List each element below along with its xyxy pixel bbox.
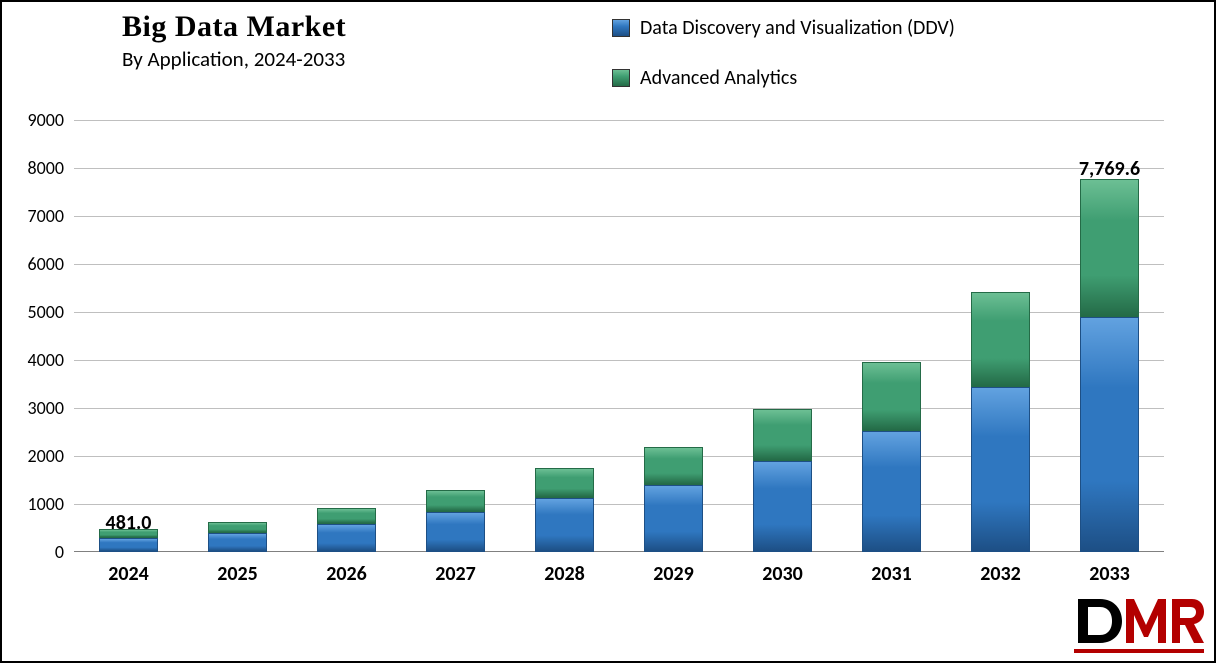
bar-segment-aa: [317, 508, 377, 524]
bar-segment-ddv: [317, 524, 377, 552]
bar-segment-aa: [1080, 179, 1140, 317]
y-tick-label: 2000: [28, 445, 65, 467]
bar-group: [426, 490, 486, 552]
bar-segment-ddv: [208, 533, 268, 552]
legend-swatch-ddv: [612, 19, 630, 37]
y-tick-label: 7000: [28, 205, 65, 227]
bar-group: [753, 409, 813, 552]
bar-segment-ddv: [753, 461, 813, 552]
legend-swatch-aa: [612, 69, 630, 87]
x-tick-label: 2033: [1089, 562, 1130, 586]
y-tick-label: 5000: [28, 301, 65, 323]
dmr-logo-icon: [1074, 595, 1204, 655]
chart-subtitle: By Application, 2024-2033: [122, 46, 346, 72]
x-tick-label: 2032: [980, 562, 1021, 586]
y-tick-label: 8000: [28, 157, 65, 179]
brand-logo: [1074, 595, 1204, 655]
bar-group: [644, 447, 704, 552]
legend: Data Discovery and Visualization (DDV) A…: [612, 16, 955, 116]
bar-group: [862, 362, 922, 552]
bar-segment-ddv: [535, 498, 595, 552]
y-tick-label: 6000: [28, 253, 65, 275]
bar-group: [208, 522, 268, 552]
legend-item-ddv: Data Discovery and Visualization (DDV): [612, 16, 955, 40]
bar-segment-aa: [426, 490, 486, 513]
bar-group: [1080, 179, 1140, 552]
bar-segment-aa: [208, 522, 268, 533]
gridline: [74, 264, 1164, 265]
legend-label-aa: Advanced Analytics: [640, 66, 797, 90]
gridline: [74, 216, 1164, 217]
bar-segment-ddv: [99, 538, 159, 552]
y-tick-label: 4000: [28, 349, 65, 371]
bar-segment-ddv: [1080, 317, 1140, 552]
y-tick-label: 3000: [28, 397, 65, 419]
bar-segment-ddv: [862, 431, 922, 552]
x-tick-label: 2027: [435, 562, 476, 586]
x-tick-label: 2031: [871, 562, 912, 586]
plot-area: 0100020003000400050006000700080009000202…: [74, 120, 1164, 552]
bar-group: [971, 292, 1031, 552]
x-tick-label: 2030: [762, 562, 803, 586]
legend-label-ddv: Data Discovery and Visualization (DDV): [640, 16, 955, 40]
x-tick-label: 2024: [108, 562, 149, 586]
data-label: 7,769.6: [1079, 157, 1140, 181]
title-block: Big Data Market By Application, 2024-203…: [122, 10, 346, 72]
y-tick-label: 1000: [28, 493, 65, 515]
y-tick-label: 0: [55, 541, 64, 563]
bar-segment-aa: [644, 447, 704, 485]
gridline: [74, 168, 1164, 169]
chart-frame: Big Data Market By Application, 2024-203…: [0, 0, 1216, 663]
x-tick-label: 2025: [217, 562, 258, 586]
x-tick-label: 2026: [326, 562, 367, 586]
legend-item-aa: Advanced Analytics: [612, 66, 955, 90]
bar-group: [535, 468, 595, 552]
x-tick-label: 2028: [544, 562, 585, 586]
bar-segment-ddv: [644, 485, 704, 552]
bar-group: [317, 508, 377, 552]
bar-segment-aa: [862, 362, 922, 430]
data-label: 481.0: [106, 511, 152, 535]
bar-segment-aa: [535, 468, 595, 499]
bar-segment-aa: [753, 409, 813, 461]
bar-segment-aa: [971, 292, 1031, 387]
gridline: [74, 120, 1164, 121]
x-tick-label: 2029: [653, 562, 694, 586]
y-tick-label: 9000: [28, 109, 65, 131]
bar-segment-ddv: [971, 387, 1031, 552]
chart-title: Big Data Market: [122, 10, 346, 44]
bar-segment-ddv: [426, 512, 486, 552]
